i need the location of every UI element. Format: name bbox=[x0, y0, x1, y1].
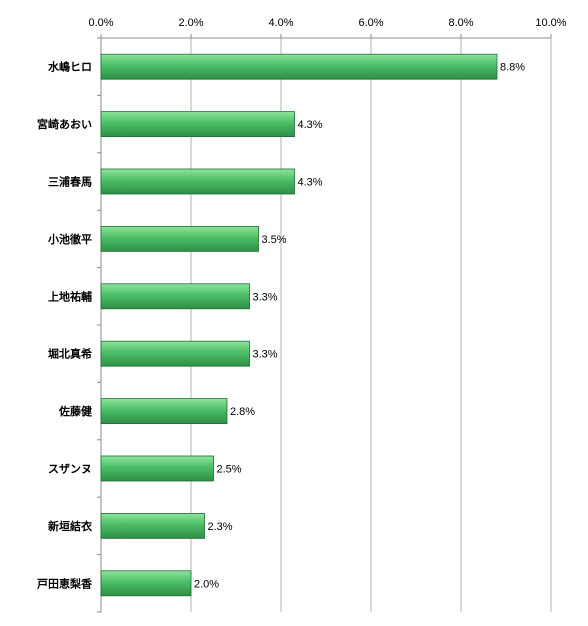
category-label: 新垣結衣 bbox=[48, 519, 93, 533]
x-tick-label: 8.0% bbox=[448, 17, 473, 29]
bar bbox=[100, 570, 192, 597]
category-label: 戸田恵梨香 bbox=[37, 576, 93, 590]
x-tick-label: 2.0% bbox=[178, 17, 203, 29]
category-label: 佐藤健 bbox=[58, 404, 93, 418]
bar bbox=[100, 398, 228, 425]
bar bbox=[100, 455, 214, 482]
category-label: 小池徹平 bbox=[47, 232, 92, 246]
data-label: 2.3% bbox=[208, 521, 233, 533]
bar bbox=[100, 53, 498, 80]
data-label: 3.5% bbox=[262, 234, 287, 246]
data-label: 3.3% bbox=[253, 291, 278, 303]
x-tick-label: 6.0% bbox=[358, 17, 383, 29]
x-tick-label: 10.0% bbox=[535, 17, 566, 29]
bars bbox=[100, 53, 498, 597]
category-label: 上地祐輔 bbox=[48, 289, 92, 303]
x-tick-label: 0.0% bbox=[88, 17, 113, 29]
bar bbox=[100, 225, 259, 252]
bar bbox=[100, 513, 205, 539]
data-label: 4.3% bbox=[298, 177, 323, 189]
data-label: 2.0% bbox=[194, 578, 219, 590]
category-label: 堀北真希 bbox=[48, 347, 92, 361]
bar bbox=[100, 168, 295, 195]
bar bbox=[100, 111, 295, 137]
data-label: 8.8% bbox=[500, 62, 525, 74]
bar bbox=[100, 340, 250, 367]
bar bbox=[100, 283, 250, 310]
data-label: 4.3% bbox=[298, 119, 323, 131]
category-label: 宮崎あおい bbox=[37, 117, 92, 131]
x-tick-label: 4.0% bbox=[268, 17, 293, 29]
category-label: 水嶋ヒロ bbox=[48, 60, 92, 74]
data-label: 3.3% bbox=[253, 349, 278, 361]
category-label: スザンヌ bbox=[48, 463, 92, 476]
data-label: 2.5% bbox=[217, 464, 242, 476]
data-label: 2.8% bbox=[230, 406, 255, 418]
labels: 0.0% 2.0% 4.0% 6.0% 8.0% 10.0% 水嶋ヒロ 8.8% 宮崎あおい 4.… bbox=[37, 17, 567, 590]
category-label: 三浦春馬 bbox=[48, 175, 92, 189]
